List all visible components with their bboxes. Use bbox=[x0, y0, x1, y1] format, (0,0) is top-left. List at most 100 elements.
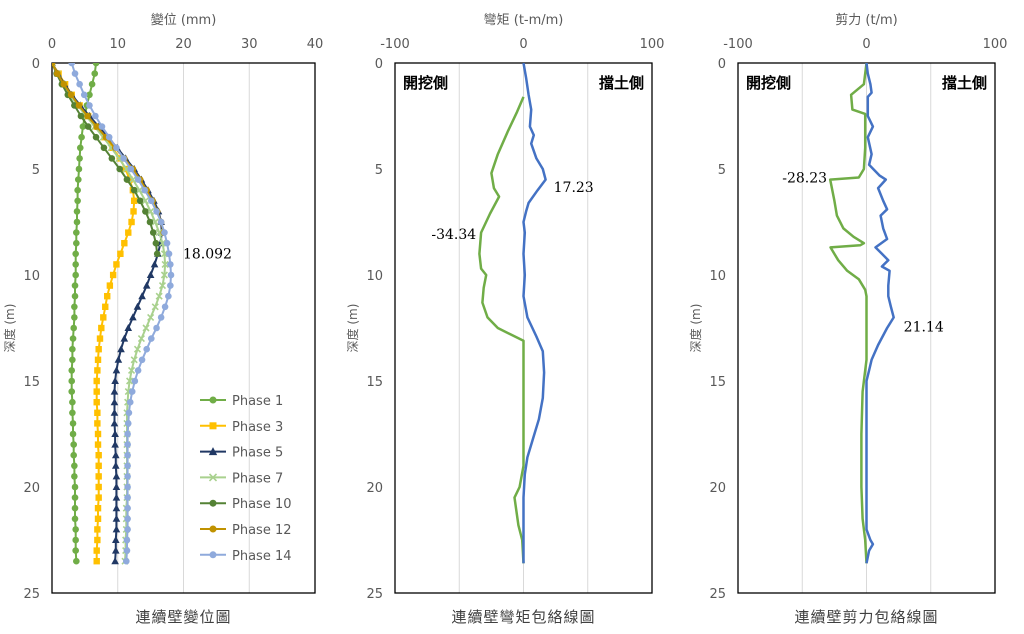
series-marker bbox=[94, 441, 102, 448]
series-marker bbox=[74, 197, 81, 205]
series-line bbox=[865, 63, 895, 564]
series-marker bbox=[72, 547, 79, 554]
series-marker bbox=[93, 123, 101, 130]
series-marker bbox=[93, 377, 100, 385]
side-label-right: 擋土側 bbox=[599, 74, 644, 92]
series-marker bbox=[153, 208, 160, 215]
series-group bbox=[478, 63, 547, 564]
series-marker bbox=[110, 408, 119, 416]
series-marker bbox=[52, 63, 56, 67]
series-marker bbox=[93, 547, 100, 554]
series-marker bbox=[73, 208, 81, 215]
series-marker bbox=[71, 515, 79, 523]
series-marker bbox=[92, 133, 100, 141]
series-marker bbox=[94, 515, 102, 522]
series-line bbox=[478, 96, 525, 564]
legend-marker bbox=[208, 473, 218, 482]
series-marker bbox=[75, 165, 83, 173]
series-marker bbox=[114, 355, 123, 363]
series-marker bbox=[84, 112, 91, 120]
series-marker bbox=[134, 367, 142, 374]
series-marker bbox=[137, 335, 145, 343]
series-marker bbox=[106, 282, 114, 289]
series-marker bbox=[69, 335, 77, 342]
series-marker bbox=[112, 514, 121, 522]
series-marker bbox=[147, 197, 155, 205]
side-label-right: 擋土側 bbox=[942, 74, 987, 92]
series-marker bbox=[138, 356, 146, 364]
series-marker bbox=[147, 207, 155, 215]
series-marker bbox=[95, 462, 102, 469]
series-marker bbox=[120, 155, 127, 162]
series-marker bbox=[110, 419, 119, 427]
series-marker bbox=[111, 430, 119, 437]
series-marker bbox=[124, 473, 131, 480]
series-marker bbox=[75, 176, 82, 183]
series-marker bbox=[167, 282, 174, 289]
series-group bbox=[828, 63, 895, 564]
series-marker bbox=[104, 293, 111, 300]
series-marker bbox=[133, 302, 142, 310]
series-marker bbox=[71, 282, 79, 289]
x-tick-label: -100 bbox=[723, 37, 753, 52]
series-marker bbox=[124, 494, 131, 501]
chart-title: 連續壁變位圖 bbox=[135, 608, 231, 626]
plot-border bbox=[51, 62, 316, 594]
y-tick-label: 20 bbox=[709, 481, 726, 496]
series-marker bbox=[113, 261, 120, 268]
series-marker bbox=[108, 155, 116, 162]
legend-marker bbox=[209, 422, 217, 430]
series-marker bbox=[124, 462, 131, 470]
series-marker bbox=[131, 377, 139, 385]
x-tick-label: 0 bbox=[48, 37, 56, 52]
series-marker bbox=[136, 197, 144, 205]
series-marker bbox=[142, 324, 150, 332]
series-marker bbox=[72, 261, 79, 268]
series-marker bbox=[161, 260, 169, 268]
series-marker bbox=[53, 70, 61, 77]
series-marker bbox=[147, 313, 155, 321]
x-axis-label: 剪力 (t/m) bbox=[835, 12, 897, 28]
series-marker bbox=[124, 430, 131, 438]
series-marker bbox=[110, 398, 119, 406]
series-marker bbox=[69, 420, 77, 427]
legend-marker bbox=[209, 499, 217, 507]
series-marker bbox=[74, 186, 81, 194]
series-marker bbox=[126, 377, 134, 385]
series-marker bbox=[100, 314, 107, 321]
series-marker bbox=[70, 324, 77, 332]
series-marker bbox=[125, 229, 132, 236]
series-marker bbox=[122, 557, 130, 565]
series-marker bbox=[143, 345, 150, 353]
series-marker bbox=[129, 313, 137, 321]
x-tick-label: 0 bbox=[519, 37, 527, 52]
series-marker bbox=[142, 281, 151, 289]
series-marker bbox=[94, 409, 101, 416]
series-marker bbox=[111, 557, 119, 565]
series-marker bbox=[94, 526, 101, 533]
x-tick-label: 40 bbox=[307, 37, 324, 52]
series-marker bbox=[70, 451, 77, 459]
series-marker bbox=[111, 536, 120, 543]
series-marker bbox=[149, 229, 157, 236]
series-marker bbox=[70, 441, 77, 448]
legend-label: Phase 7 bbox=[232, 471, 283, 486]
series-marker bbox=[128, 218, 135, 226]
series-marker bbox=[68, 388, 76, 395]
series-marker bbox=[161, 303, 169, 311]
series-marker bbox=[98, 324, 105, 332]
series-marker bbox=[73, 239, 80, 247]
chart-title: 連續壁剪力包絡線圖 bbox=[794, 608, 938, 626]
series-marker bbox=[73, 218, 81, 226]
series-marker bbox=[95, 452, 102, 459]
series-marker bbox=[68, 63, 76, 67]
series-marker bbox=[123, 536, 131, 544]
series-marker bbox=[94, 430, 102, 438]
legend-label: Phase 10 bbox=[232, 497, 292, 512]
series-marker bbox=[76, 155, 83, 162]
series-marker bbox=[72, 526, 79, 533]
series-marker bbox=[109, 271, 117, 279]
legend-label: Phase 1 bbox=[232, 394, 283, 409]
series-marker bbox=[112, 472, 121, 480]
series-marker bbox=[111, 377, 119, 384]
